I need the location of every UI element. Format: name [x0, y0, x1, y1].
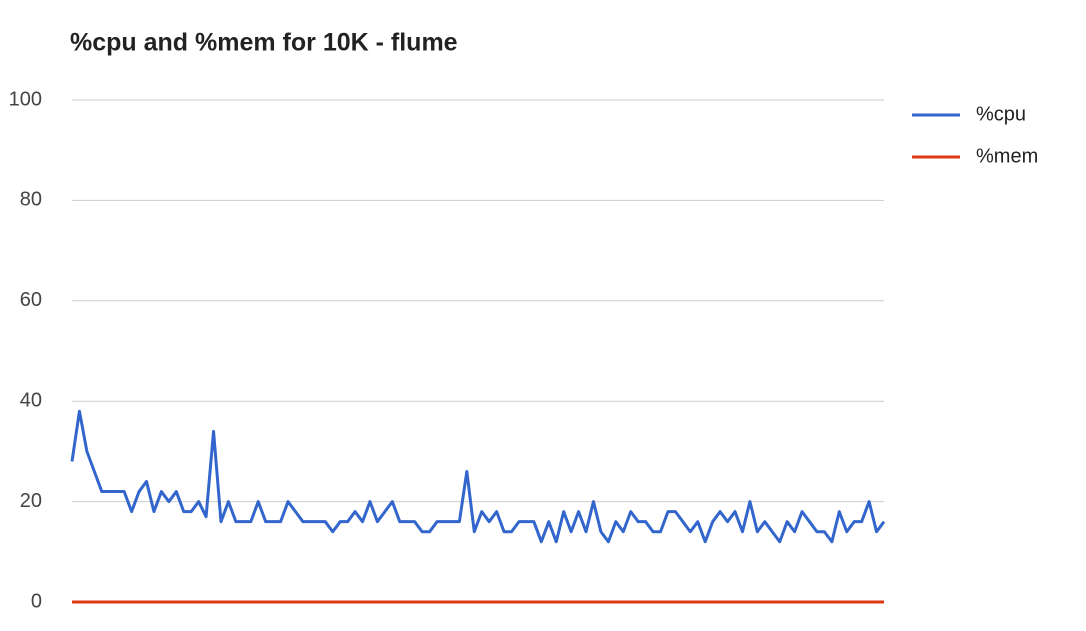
- y-tick-label: 100: [9, 88, 42, 110]
- chart-title: %cpu and %mem for 10K - flume: [70, 29, 458, 57]
- y-tick-label: 80: [20, 189, 42, 211]
- y-tick-label: 0: [31, 590, 42, 612]
- y-tick-label: 60: [20, 289, 42, 311]
- legend-label: %mem: [976, 145, 1038, 167]
- series-line: [70, 409, 886, 544]
- legend-label: %cpu: [976, 103, 1026, 125]
- y-tick-label: 20: [20, 490, 42, 512]
- y-tick-label: 40: [20, 389, 42, 411]
